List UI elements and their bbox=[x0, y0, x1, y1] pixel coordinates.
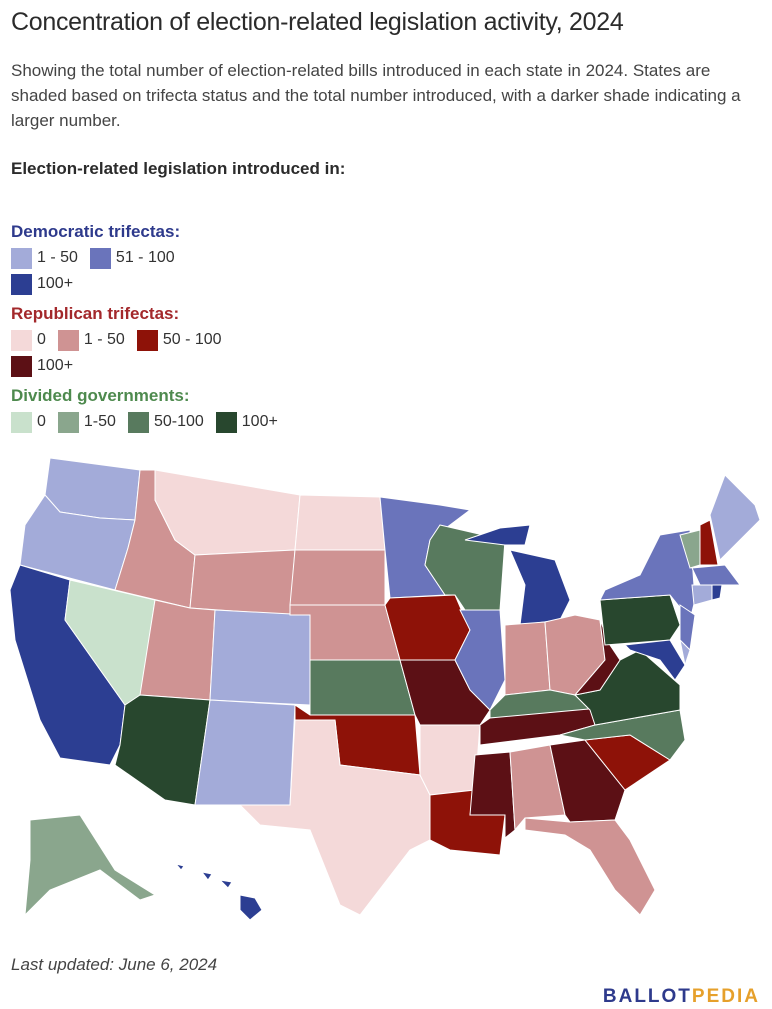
legend-swatch bbox=[57, 411, 79, 433]
legend-label: 1-50 bbox=[83, 413, 116, 430]
legend-item: 1 - 50 bbox=[11, 247, 78, 269]
legend-swatch bbox=[89, 247, 111, 269]
state bbox=[384, 594, 471, 661]
state bbox=[419, 724, 481, 796]
legend-item: 0 bbox=[11, 411, 46, 433]
legend-swatch bbox=[11, 329, 32, 351]
state bbox=[218, 879, 233, 889]
state bbox=[699, 519, 719, 566]
legend-label: 1 - 50 bbox=[83, 331, 125, 348]
legend-item: 100+ bbox=[11, 273, 73, 295]
states bbox=[9, 457, 761, 921]
legend-swatch bbox=[11, 355, 32, 377]
legend-swatch bbox=[11, 247, 32, 269]
legend-swatch bbox=[11, 273, 32, 295]
logo-first: BALLOT bbox=[602, 986, 692, 1007]
legend-item: 50 - 100 bbox=[136, 329, 222, 351]
state bbox=[711, 584, 723, 601]
state bbox=[524, 817, 656, 916]
state bbox=[509, 744, 566, 832]
state bbox=[424, 524, 506, 611]
legend-swatch bbox=[11, 411, 32, 433]
state bbox=[509, 549, 571, 626]
subtitle: Showing the total number of election-rel… bbox=[11, 61, 741, 130]
legend-swatch bbox=[136, 329, 158, 351]
legend-swatch bbox=[127, 411, 149, 433]
legend-group-label: Democratic trifectas: bbox=[11, 222, 181, 241]
state bbox=[174, 863, 185, 871]
legend-item: 1-50 bbox=[57, 411, 116, 433]
state bbox=[24, 814, 157, 917]
legend-label: 0 bbox=[37, 331, 46, 348]
state bbox=[464, 524, 531, 546]
legend-label: 1 - 50 bbox=[37, 249, 78, 266]
us-map bbox=[9, 457, 761, 921]
legend-group-label: Divided governments: bbox=[11, 386, 190, 405]
legend-label: 50-100 bbox=[153, 413, 204, 430]
legend-label: 0 bbox=[37, 413, 46, 430]
legend-item: 50-100 bbox=[127, 411, 204, 433]
legend: Democratic trifectas: 1 - 50 51 - 100 100+ R… bbox=[11, 221, 331, 441]
legend-swatch bbox=[215, 411, 237, 433]
state bbox=[709, 474, 761, 561]
state bbox=[114, 694, 211, 806]
state bbox=[691, 564, 741, 586]
footer: Last updated: June 6, 2024 bbox=[11, 955, 218, 974]
legend-heading: Election-related legislation introduced … bbox=[11, 159, 346, 178]
state bbox=[623, 639, 686, 681]
logo: BALLOTPEDIA bbox=[603, 986, 760, 1008]
legend-item: 0 bbox=[11, 329, 46, 351]
state bbox=[238, 719, 431, 916]
legend-item: 51 - 100 bbox=[89, 247, 175, 269]
state bbox=[189, 549, 296, 616]
state bbox=[679, 638, 691, 667]
state bbox=[691, 584, 713, 606]
legend-group-label: Republican trifectas: bbox=[11, 304, 180, 323]
legend-label: 50 - 100 bbox=[162, 331, 222, 348]
legend-items: 1 - 50 51 - 100 100+ bbox=[11, 247, 211, 295]
title: Concentration of election-related legisl… bbox=[11, 8, 624, 36]
legend-items: 0 1 - 50 50 - 100 100+ bbox=[11, 329, 261, 377]
legend-swatch bbox=[57, 329, 79, 351]
state bbox=[289, 549, 386, 609]
legend-items: 0 1-50 50-100 100+ bbox=[11, 411, 331, 433]
state bbox=[294, 494, 386, 551]
legend-item: 100+ bbox=[215, 411, 278, 433]
state bbox=[454, 609, 506, 711]
state bbox=[599, 594, 681, 646]
state bbox=[504, 621, 551, 696]
state bbox=[194, 699, 296, 806]
legend-item: 1 - 50 bbox=[57, 329, 125, 351]
legend-label: 51 - 100 bbox=[115, 249, 175, 266]
state bbox=[209, 609, 311, 706]
logo-second: PEDIA bbox=[691, 986, 760, 1007]
state bbox=[239, 894, 263, 921]
legend-item: 100+ bbox=[11, 355, 73, 377]
legend-label: 100+ bbox=[37, 357, 74, 374]
legend-label: 100+ bbox=[37, 275, 74, 292]
state bbox=[309, 659, 416, 716]
state bbox=[200, 871, 213, 881]
legend-label: 100+ bbox=[241, 413, 278, 430]
